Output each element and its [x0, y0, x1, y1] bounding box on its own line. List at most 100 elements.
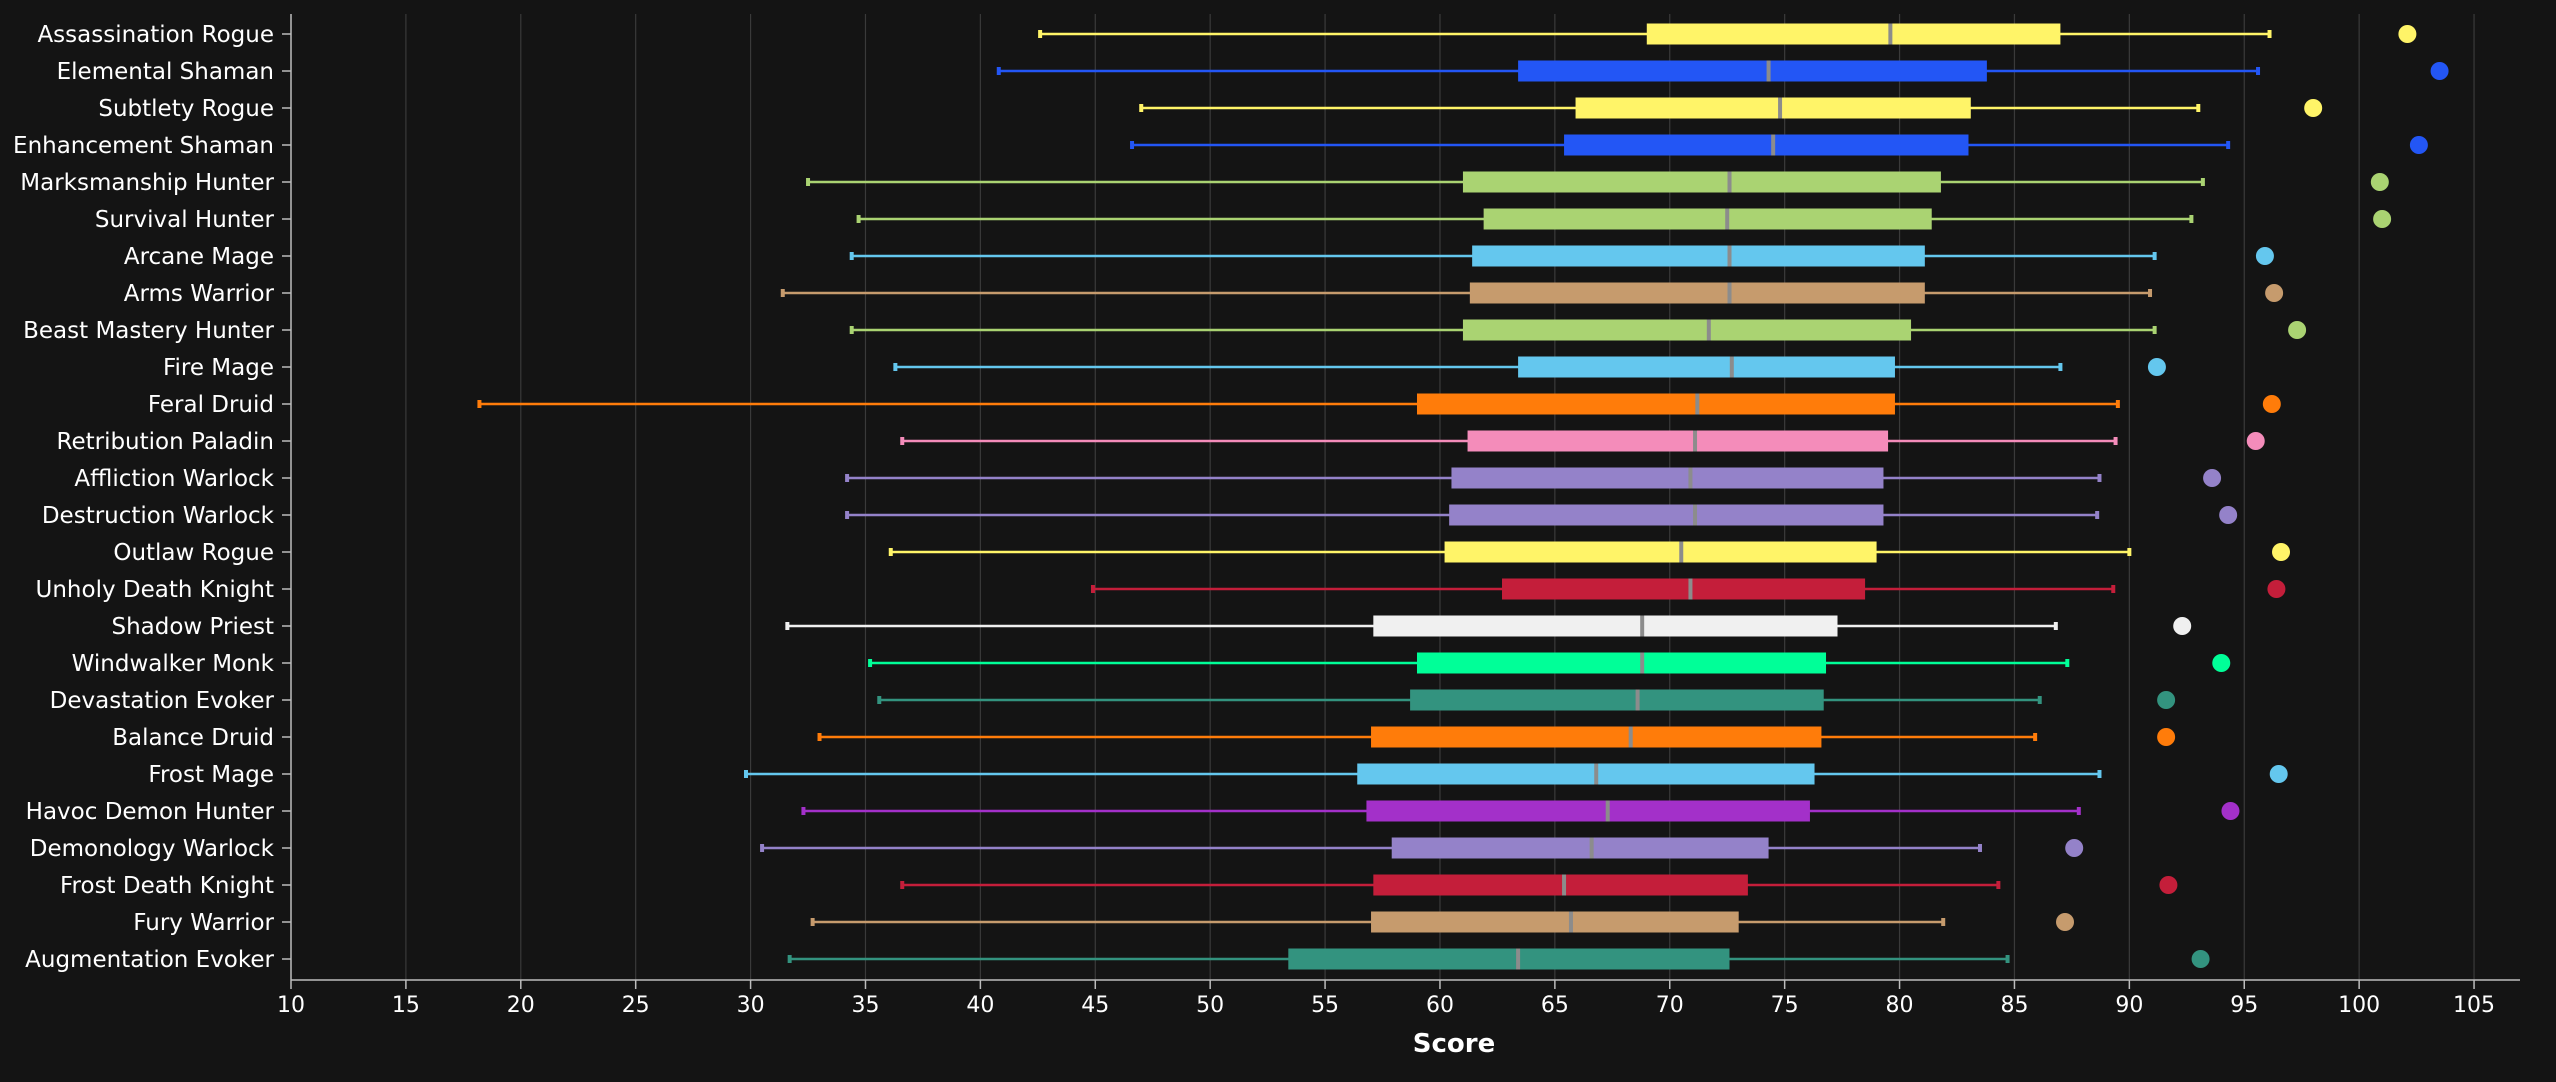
category-label: Assassination Rogue [37, 22, 274, 48]
box-row [743, 763, 2288, 785]
whisker-min-cap [780, 289, 785, 297]
x-tick-label: 60 [1426, 993, 1454, 1018]
iqr-box [1451, 467, 1884, 489]
gridlines [405, 14, 2475, 980]
iqr-box [1416, 652, 1827, 674]
median-line [1727, 171, 1732, 193]
axes: 10 15 20 25 30 35 40 45 50 55 60 65 70 75 80 85 90 95 100 1… [277, 14, 2520, 1018]
outlier-point [2157, 691, 2176, 709]
box-series [477, 23, 2449, 970]
outlier-point [2267, 580, 2286, 598]
x-axis-title: Score [1413, 1029, 1495, 1059]
median-line [1706, 319, 1711, 341]
box-row [477, 393, 2281, 415]
outlier-point [2272, 543, 2291, 561]
x-tick-label: 100 [2338, 993, 2380, 1018]
iqr-box [1391, 837, 1769, 859]
outlier-point [2262, 395, 2281, 413]
whisker-min-cap [760, 844, 765, 852]
outlier-point [2219, 506, 2238, 524]
whisker-min-cap [817, 733, 822, 741]
whisker-min-cap [877, 696, 882, 704]
category-label: Augmentation Evoker [25, 947, 274, 973]
box-row [849, 245, 2274, 267]
iqr-box [1646, 23, 2061, 45]
median-line [1766, 60, 1771, 82]
outlier-point [2191, 950, 2210, 968]
whisker-min-cap [1139, 104, 1144, 112]
category-label: Survival Hunter [95, 207, 275, 233]
iqr-box [1373, 615, 1838, 637]
whisker-max-cap [2037, 696, 2042, 704]
whisker-max-cap [2097, 474, 2102, 482]
box-row [1139, 97, 2323, 119]
category-label: Shadow Priest [111, 614, 274, 640]
iqr-box [1373, 874, 1748, 896]
outlier-point [2157, 728, 2176, 746]
whisker-max-cap [2005, 955, 2010, 963]
outlier-point [2255, 247, 2274, 265]
whisker-min-cap [801, 807, 806, 815]
median-line [1562, 874, 1567, 896]
x-tick-label: 20 [507, 993, 535, 1018]
box-row [845, 504, 2238, 526]
category-label: Enhancement Shaman [13, 133, 274, 159]
category-label: Retribution Paladin [57, 429, 275, 455]
outlier-point [2370, 173, 2389, 191]
category-label: Outlaw Rogue [113, 540, 274, 566]
whisker-max-cap [2095, 511, 2100, 519]
iqr-box [1564, 134, 1969, 156]
whisker-max-cap [2076, 807, 2081, 815]
whisker-max-cap [2111, 585, 2116, 593]
box-row [760, 837, 2084, 859]
box-row [996, 60, 2449, 82]
category-label: Frost Death Knight [60, 873, 274, 899]
median-line [1594, 763, 1599, 785]
outlier-point [2159, 876, 2178, 894]
whisker-min-cap [1090, 585, 1095, 593]
median-line [1695, 393, 1700, 415]
x-tick-label: 50 [1196, 993, 1224, 1018]
whisker-min-cap [888, 548, 893, 556]
whisker-min-cap [806, 178, 811, 186]
whisker-min-cap [900, 437, 905, 445]
median-line [1516, 948, 1521, 970]
iqr-box [1371, 911, 1739, 933]
box-row [877, 689, 2176, 711]
median-line [1628, 726, 1633, 748]
whisker-max-cap [2033, 733, 2038, 741]
whisker-min-cap [856, 215, 861, 223]
whisker-min-cap [845, 474, 850, 482]
box-row [817, 726, 2176, 748]
x-tick-label: 105 [2453, 993, 2495, 1018]
median-line [1771, 134, 1776, 156]
whisker-max-cap [2053, 622, 2058, 630]
iqr-box [1502, 578, 1866, 600]
iqr-box [1462, 319, 1912, 341]
iqr-box [1467, 430, 1889, 452]
whisker-min-cap [477, 400, 482, 408]
iqr-box [1444, 541, 1877, 563]
median-line [1693, 504, 1698, 526]
whisker-max-cap [2065, 659, 2070, 667]
whisker-min-cap [810, 918, 815, 926]
whisker-min-cap [785, 622, 790, 630]
whisker-min-cap [868, 659, 873, 667]
category-label: Fury Warrior [133, 910, 274, 936]
x-tick-label: 45 [1081, 993, 1109, 1018]
box-row [856, 208, 2392, 230]
category-label: Beast Mastery Hunter [23, 318, 274, 344]
median-line [1605, 800, 1610, 822]
outlier-point [2173, 617, 2192, 635]
category-label: Elemental Shaman [57, 59, 274, 85]
whisker-max-cap [2127, 548, 2132, 556]
whisker-min-cap [900, 881, 905, 889]
box-row [845, 467, 2222, 489]
box-row [900, 430, 2265, 452]
category-label: Arcane Mage [124, 244, 274, 270]
whisker-max-cap [2200, 178, 2205, 186]
box-row [1130, 134, 2428, 156]
outlier-point [2246, 432, 2265, 450]
median-line [1727, 282, 1732, 304]
